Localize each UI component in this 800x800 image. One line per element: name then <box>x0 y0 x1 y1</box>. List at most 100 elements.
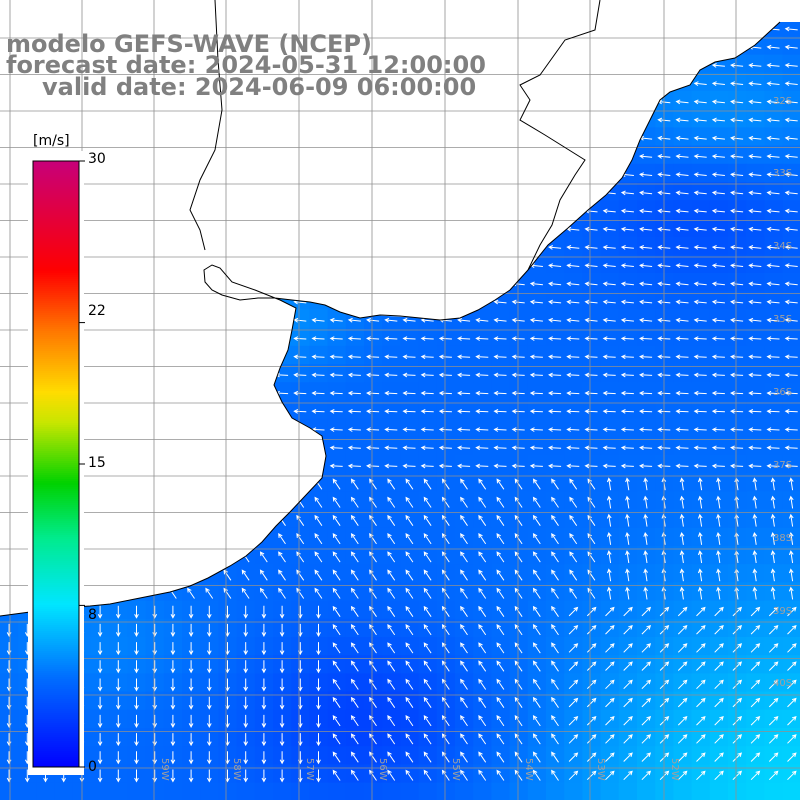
wind-arrow <box>568 770 579 781</box>
field-cell <box>327 473 347 492</box>
wind-arrow <box>768 697 779 708</box>
wind-arrow <box>170 623 176 637</box>
field-cell <box>436 436 456 456</box>
wind-arrow <box>584 409 598 414</box>
wind-arrow <box>387 533 396 545</box>
field-cell <box>436 382 456 401</box>
wind-arrow <box>693 208 707 214</box>
field-cell <box>746 728 765 747</box>
field-cell <box>746 91 765 110</box>
wind-arrow <box>511 445 525 451</box>
wind-arrow <box>770 568 776 582</box>
wind-arrow <box>693 354 707 360</box>
field-cell <box>746 309 765 329</box>
field-cell <box>709 618 729 638</box>
colorbar-segment <box>33 215 79 218</box>
field-cell <box>764 691 784 711</box>
wind-arrow <box>714 661 724 671</box>
wind-arrow <box>696 606 706 617</box>
wind-arrow <box>714 770 724 781</box>
field-cell <box>455 582 474 602</box>
field-cell <box>418 455 438 474</box>
wind-arrow <box>551 551 559 563</box>
field-cell <box>418 728 438 747</box>
field-cell <box>728 509 747 529</box>
field-cell <box>582 400 602 420</box>
field-cell <box>673 691 693 711</box>
wind-arrow <box>350 533 359 545</box>
wind-arrow <box>605 606 615 617</box>
field-cell <box>400 527 420 547</box>
colorbar-segment <box>33 499 79 502</box>
field-cell <box>600 655 620 674</box>
field-cell <box>691 163 711 183</box>
wind-arrow <box>493 372 507 378</box>
wind-arrow <box>766 409 780 414</box>
field-cell <box>400 382 420 401</box>
wind-arrow <box>311 390 325 396</box>
wind-arrow <box>551 514 559 526</box>
field-cell <box>527 582 547 602</box>
field-cell <box>728 291 747 310</box>
wind-arrow <box>347 409 361 414</box>
field-cell <box>728 327 747 347</box>
wind-arrow <box>548 427 562 432</box>
wind-arrow <box>366 409 380 414</box>
field-cell <box>400 418 420 438</box>
field-cell <box>637 637 656 656</box>
wind-arrow <box>693 445 707 451</box>
field-cell <box>382 418 401 438</box>
wind-arrow <box>675 445 689 451</box>
colorbar-segment <box>33 761 79 764</box>
field-cell <box>782 364 800 383</box>
field-cell <box>291 309 310 329</box>
wind-arrow <box>639 135 653 141</box>
wind-arrow <box>639 336 653 341</box>
colorbar-segment <box>33 311 79 314</box>
lon-label: 55W <box>450 758 461 781</box>
field-cell <box>746 182 765 201</box>
field-cell <box>546 509 565 529</box>
wind-arrow <box>770 550 776 564</box>
wind-arrow <box>460 533 468 545</box>
colorbar-segment <box>33 751 79 754</box>
field-cell <box>600 782 620 800</box>
field-cell <box>400 473 420 492</box>
wind-arrow <box>566 245 580 250</box>
colorbar-segment <box>33 421 79 424</box>
wind-arrow <box>750 661 761 671</box>
colorbar-segment <box>33 615 79 618</box>
colorbar-segment <box>33 537 79 540</box>
field-cell <box>746 473 765 492</box>
field-cell <box>364 473 383 492</box>
wind-arrow <box>366 336 380 341</box>
field-cell <box>637 182 656 201</box>
field-cell <box>200 782 219 800</box>
field-cell <box>309 400 329 420</box>
field-cell <box>546 782 565 800</box>
field-cell <box>527 509 547 529</box>
field-cell <box>327 327 347 347</box>
wind-arrow <box>784 26 798 32</box>
wind-arrow <box>460 514 468 526</box>
field-cell <box>91 782 110 800</box>
wind-arrow <box>511 299 525 305</box>
field-cell <box>600 200 620 219</box>
colorbar-segment <box>33 757 79 760</box>
wind-arrow <box>188 678 194 692</box>
colorbar-segment <box>33 489 79 492</box>
field-cell <box>637 764 656 784</box>
wind-arrow <box>693 317 707 323</box>
wind-arrow <box>675 409 689 414</box>
colorbar-segment <box>33 727 79 730</box>
wind-arrow <box>641 643 652 653</box>
field-cell <box>527 364 547 383</box>
field-cell <box>637 691 656 711</box>
field-cell <box>582 254 602 274</box>
colorbar-segment <box>33 545 79 548</box>
field-cell <box>600 382 620 401</box>
lon-label: 56W <box>377 758 388 781</box>
wind-arrow <box>314 496 323 508</box>
colorbar-segment <box>33 259 79 262</box>
wind-arrow <box>350 769 359 781</box>
